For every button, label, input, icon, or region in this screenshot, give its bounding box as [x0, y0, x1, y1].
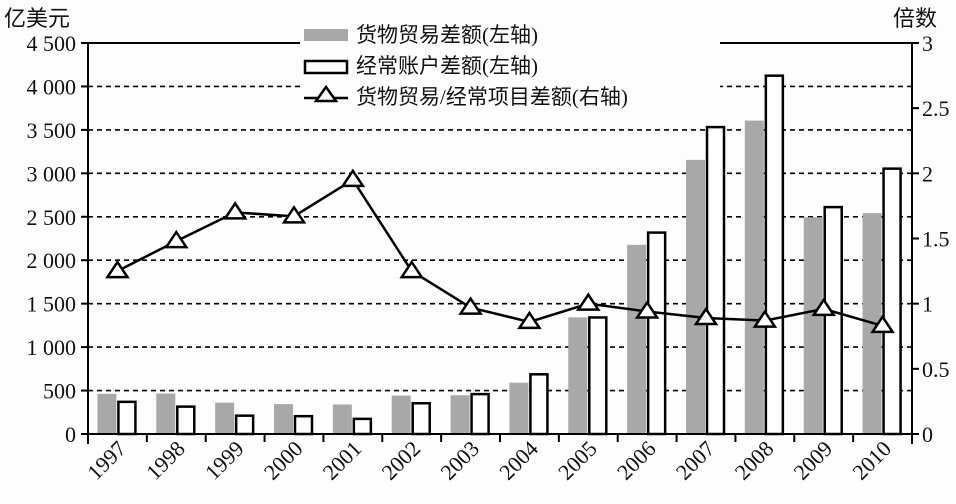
right-tick-label: 0: [922, 422, 933, 447]
triangle-marker-icon: [870, 314, 895, 334]
bar-current-account: [646, 231, 667, 436]
bar-current-account: [234, 414, 255, 436]
x-tick-label: 2007: [671, 436, 720, 485]
triangle-marker-icon: [163, 229, 189, 249]
triangle-marker-icon: [634, 300, 660, 319]
bar-goods-trade: [215, 402, 235, 434]
bar-current-account: [588, 316, 608, 436]
x-tick-label: 2006: [612, 436, 661, 485]
bar-current-account: [470, 392, 490, 436]
x-tick-label: 2004: [494, 436, 543, 485]
left-axis-unit: 亿美元: [4, 6, 70, 31]
triangle-marker-icon: [575, 292, 601, 311]
x-tick-label: 2003: [435, 436, 484, 485]
bar-goods-trade: [97, 393, 117, 434]
left-tick-label: 2 500: [27, 205, 77, 230]
bar-current-account: [529, 373, 549, 436]
triangle-marker-icon: [222, 201, 248, 220]
x-tick-label: 1997: [82, 436, 131, 485]
triangle-marker-icon: [517, 310, 542, 330]
triangle-marker-icon: [693, 306, 719, 326]
left-tick-label: 3 500: [27, 118, 77, 143]
bar-goods-trade: [568, 317, 588, 434]
x-tick-label: 2000: [259, 436, 308, 485]
left-tick-label: 500: [43, 379, 76, 404]
x-tick-label: 2005: [553, 436, 602, 485]
bar-goods-trade: [156, 393, 176, 434]
bar-goods-trade: [274, 404, 293, 434]
x-tick-label: 1998: [141, 436, 190, 485]
right-tick-label: 2.5: [922, 96, 950, 121]
left-tick-label: 3 000: [27, 161, 77, 186]
left-tick-label: 0: [65, 422, 76, 447]
right-tick-label: 3: [922, 31, 933, 56]
left-tick-label: 2 000: [27, 248, 77, 273]
bar-goods-trade: [744, 120, 764, 435]
x-tick-label: 1999: [200, 436, 249, 485]
triangle-marker-icon: [752, 309, 778, 328]
line-series: [105, 168, 895, 334]
bar-current-account: [293, 414, 314, 436]
bar-current-account: [352, 417, 373, 436]
bar-current-account: [882, 167, 902, 436]
x-tick-label: 2001: [318, 436, 367, 485]
bar-goods-trade: [803, 217, 823, 434]
x-tick-label: 2002: [376, 436, 425, 485]
ratio-line: [116, 178, 883, 328]
bar-current-account: [176, 405, 196, 436]
triangle-marker-icon: [105, 259, 130, 279]
right-tick-label: 1.5: [922, 227, 950, 252]
bar-series: [97, 74, 902, 436]
triangle-marker-icon: [811, 297, 837, 317]
legend-label-ratio: 货物贸易/经常项目差额(右轴): [356, 85, 628, 109]
left-tick-label: 1 500: [27, 292, 77, 317]
triangle-marker-icon: [458, 296, 483, 315]
bar-current-account: [764, 74, 785, 436]
legend: 货物贸易差额(左轴) 经常账户差额(左轴) 货物贸易/经常项目差额(右轴): [300, 4, 720, 109]
right-axis-unit: 倍数: [893, 6, 937, 31]
right-tick-label: 0.5: [922, 357, 950, 382]
left-tick-label: 1 000: [27, 335, 77, 360]
bar-goods-trade: [686, 159, 705, 435]
triangle-marker-icon: [399, 259, 425, 279]
triangle-marker-icon: [313, 84, 339, 103]
triangle-marker-icon: [340, 168, 366, 188]
bar-current-account: [117, 400, 137, 436]
bar-goods-trade: [332, 404, 352, 434]
left-tick-label: 4 000: [27, 74, 77, 99]
legend-label-current-account: 经常账户差额(左轴): [356, 54, 538, 78]
x-tick-label: 2009: [788, 436, 837, 485]
bar-current-account: [705, 125, 726, 436]
bar-goods-trade: [627, 244, 647, 434]
bar-goods-trade: [450, 395, 470, 434]
bar-goods-trade: [391, 395, 411, 434]
left-tick-label: 4 500: [27, 31, 77, 56]
x-tick-label: 2010: [847, 436, 896, 485]
right-tick-label: 2: [922, 161, 933, 186]
legend-swatch-goods-trade: [304, 29, 348, 41]
bar-current-account: [823, 205, 843, 436]
right-tick-label: 1: [922, 292, 933, 317]
bar-goods-trade: [509, 382, 529, 434]
bar-current-account: [411, 401, 431, 436]
triangle-marker-icon: [281, 205, 307, 224]
legend-swatch-current-account: [303, 59, 349, 75]
legend-label-goods-trade: 货物贸易差额(左轴): [356, 23, 538, 47]
x-tick-label: 2008: [730, 436, 779, 485]
